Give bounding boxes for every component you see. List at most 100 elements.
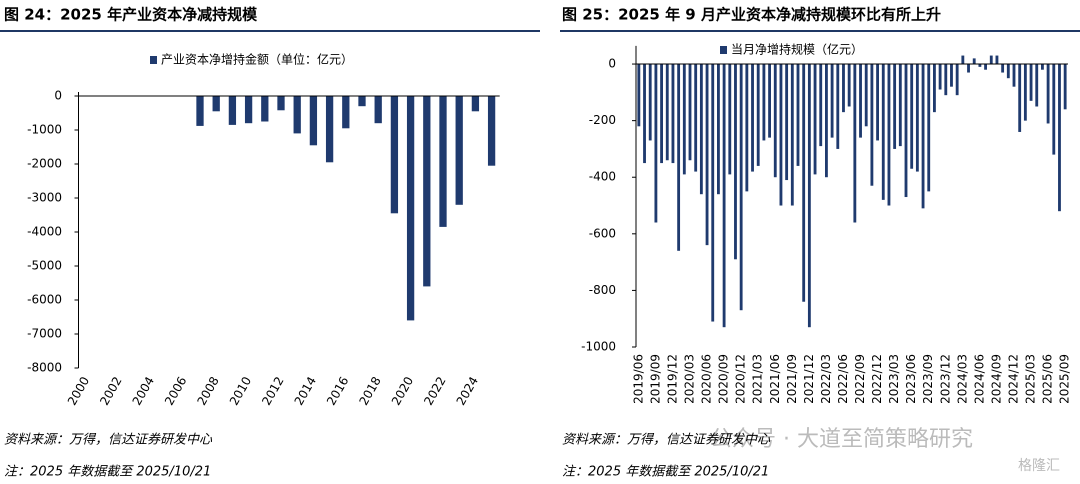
bar bbox=[423, 96, 431, 287]
bar bbox=[910, 64, 914, 169]
x-tick-label: 2023/03 bbox=[887, 354, 901, 404]
y-tick-label: -1000 bbox=[27, 123, 62, 137]
x-tick-label: 2010 bbox=[227, 374, 254, 407]
bar bbox=[228, 96, 237, 125]
x-tick-label: 2022 bbox=[421, 374, 448, 407]
bar bbox=[876, 64, 879, 141]
chart-title: 图 24：2025 年产业资本净减持规模 bbox=[4, 6, 258, 24]
bar bbox=[796, 64, 800, 166]
x-tick-label: 2023/12 bbox=[938, 354, 952, 404]
bar bbox=[847, 64, 851, 107]
bar bbox=[967, 64, 970, 73]
x-tick-label: 2019/06 bbox=[631, 354, 645, 404]
y-tick-label: -5000 bbox=[27, 259, 62, 273]
chart-title: 图 25：2025 年 9 月产业资本净减持规模环比有所上升 bbox=[562, 6, 941, 24]
y-tick-label: -400 bbox=[589, 170, 616, 184]
x-tick-label: 2022/06 bbox=[836, 354, 850, 404]
bar bbox=[745, 64, 749, 192]
y-tick-label: -6000 bbox=[27, 293, 62, 307]
bar bbox=[471, 96, 480, 112]
bar bbox=[762, 64, 766, 141]
bar bbox=[881, 64, 885, 200]
bar bbox=[717, 64, 720, 195]
x-tick-label: 2020/09 bbox=[717, 354, 731, 404]
bar bbox=[728, 64, 732, 175]
bar bbox=[196, 96, 204, 126]
x-tick-label: 2025/06 bbox=[1041, 354, 1055, 404]
bar bbox=[887, 64, 891, 206]
bar bbox=[671, 64, 675, 164]
bar bbox=[1018, 64, 1022, 132]
bar bbox=[790, 64, 794, 206]
note: 注：2025 年数据截至 2025/10/21 bbox=[562, 465, 769, 480]
bar bbox=[293, 96, 301, 134]
bar bbox=[1041, 64, 1044, 70]
bar bbox=[654, 64, 658, 223]
y-tick-label: 0 bbox=[608, 57, 616, 71]
x-tick-label: 2021/12 bbox=[802, 354, 816, 404]
x-tick-label: 2024/06 bbox=[972, 354, 986, 404]
x-tick-label: 2018 bbox=[356, 374, 383, 407]
bar bbox=[682, 64, 686, 175]
bar bbox=[944, 64, 948, 96]
bar bbox=[325, 96, 334, 163]
bar bbox=[830, 64, 834, 138]
x-tick-label: 2022/09 bbox=[853, 354, 867, 404]
bar bbox=[813, 64, 817, 175]
bar bbox=[1012, 64, 1016, 87]
watermark: 格隆汇 bbox=[1018, 458, 1060, 474]
bar bbox=[785, 64, 789, 181]
bar bbox=[665, 64, 669, 161]
bar bbox=[779, 64, 783, 206]
bar bbox=[950, 64, 953, 87]
y-tick-label: -200 bbox=[589, 113, 616, 127]
x-tick-label: 2022/12 bbox=[870, 354, 884, 404]
bar bbox=[455, 96, 463, 205]
bar bbox=[648, 64, 652, 141]
y-tick-label: -600 bbox=[589, 226, 616, 240]
bar bbox=[921, 64, 925, 209]
y-tick-label: -7000 bbox=[27, 327, 62, 341]
y-tick-label: 0 bbox=[54, 89, 62, 103]
bar bbox=[261, 96, 269, 122]
x-tick-label: 2021/09 bbox=[785, 354, 799, 404]
bar bbox=[309, 96, 318, 146]
bar bbox=[711, 64, 715, 322]
bar bbox=[938, 64, 942, 90]
y-tick-label: -2000 bbox=[27, 157, 62, 171]
bar bbox=[277, 96, 285, 111]
bar bbox=[927, 64, 931, 192]
x-tick-label: 2024/09 bbox=[989, 354, 1003, 404]
y-tick-label: -800 bbox=[589, 283, 616, 297]
bar bbox=[825, 64, 828, 178]
bar bbox=[859, 64, 862, 138]
legend-swatch bbox=[720, 46, 727, 54]
bar bbox=[637, 64, 641, 127]
note: 注：2025 年数据截至 2025/10/21 bbox=[4, 465, 211, 480]
x-tick-label: 2022/03 bbox=[819, 354, 833, 404]
bar bbox=[212, 96, 220, 112]
bar bbox=[836, 64, 840, 149]
bar bbox=[1035, 64, 1039, 107]
bar bbox=[487, 96, 496, 166]
bar bbox=[722, 64, 726, 328]
bar bbox=[739, 64, 743, 311]
x-tick-label: 2023/09 bbox=[921, 354, 935, 404]
x-tick-label: 2008 bbox=[194, 374, 221, 407]
bar bbox=[342, 96, 350, 129]
y-tick-label: -3000 bbox=[27, 191, 62, 205]
bar bbox=[1052, 64, 1056, 155]
x-tick-label: 2006 bbox=[162, 374, 189, 407]
bar bbox=[819, 64, 823, 147]
bar bbox=[1023, 64, 1027, 121]
x-tick-label: 2002 bbox=[97, 374, 124, 407]
bar bbox=[390, 96, 399, 214]
x-tick-label: 2024/12 bbox=[1007, 354, 1021, 404]
bar bbox=[915, 64, 919, 172]
bar bbox=[842, 64, 845, 113]
x-tick-label: 2020/03 bbox=[683, 354, 697, 404]
y-tick-label: -8000 bbox=[27, 361, 62, 375]
x-tick-label: 2024/03 bbox=[955, 354, 969, 404]
x-tick-label: 2004 bbox=[130, 374, 157, 407]
bar bbox=[705, 64, 709, 246]
